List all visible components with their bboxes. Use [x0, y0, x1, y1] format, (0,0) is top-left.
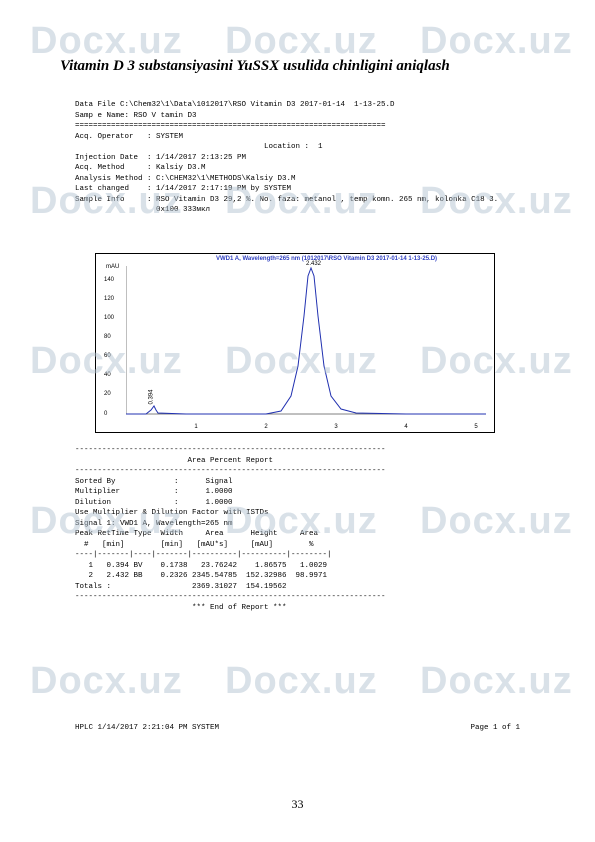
x-tick-1: 1	[194, 424, 197, 430]
watermark: Docx.uz	[30, 20, 183, 63]
table-header-1: Peak RetTime Type Width Area Height Area	[75, 530, 318, 538]
peak-label-1: 0.394	[149, 389, 155, 404]
report-data-block: ----------------------------------------…	[75, 445, 520, 613]
totals-line: Totals : 2369.31027 154.19562	[75, 583, 287, 591]
location: Location : 1	[75, 143, 323, 151]
acq-method: Acq. Method : Kalsiy D3.M	[75, 164, 206, 172]
y-tick-0: 0	[104, 411, 107, 417]
table-separator: ----|-------|----|-------|----------|---…	[75, 551, 332, 559]
last-changed: Last changed : 1/14/2017 2:17:19 PM by S…	[75, 185, 291, 193]
report-sep1: ----------------------------------------…	[75, 446, 386, 454]
multiplier: Multiplier : 1.0000	[75, 488, 233, 496]
document-title: Vitamin D 3 substansiyasini YuSSX usulid…	[60, 58, 450, 75]
x-tick-3: 3	[334, 424, 337, 430]
use-multiplier: Use Multiplier & Dilution Factor with IS…	[75, 509, 269, 517]
sorted-by: Sorted By : Signal	[75, 478, 233, 486]
sample-info: Sample Info : RSO Vitamin D3 29,2 %. No.…	[75, 196, 498, 204]
y-axis-unit: mAU	[106, 264, 119, 270]
table-row-1: 1 0.394 BV 0.1738 23.76242 1.86575 1.002…	[75, 562, 327, 570]
signal-line: Signal 1: VWD1 A, Wavelength=265 nm	[75, 520, 233, 528]
y-tick-20: 20	[104, 391, 111, 397]
watermark: Docx.uz	[30, 660, 183, 703]
x-tick-5: 5	[474, 424, 477, 430]
y-tick-40: 40	[104, 372, 111, 378]
sample-name-line: Samp e Name: RSO V tamin D3	[75, 112, 197, 120]
analysis-method: Analysis Method : C:\CHEM32\1\METHODS\Ka…	[75, 175, 296, 183]
table-row-2: 2 2.432 BB 0.2326 2345.54785 152.32986 9…	[75, 572, 327, 580]
footer-right: Page 1 of 1	[470, 724, 520, 732]
chromatogram-curve	[126, 266, 486, 416]
report-title: Area Percent Report	[75, 457, 273, 465]
y-tick-100: 100	[104, 315, 114, 321]
chart-title: VWD1 A, Wavelength=265 nm (1012017\RSO V…	[216, 256, 437, 262]
y-tick-140: 140	[104, 277, 114, 283]
table-header-2: # [min] [min] [mAU*s] [mAU] %	[75, 541, 314, 549]
acq-operator: Acq. Operator : SYSTEM	[75, 133, 183, 141]
end-of-report: *** End of Report ***	[75, 604, 287, 612]
watermark: Docx.uz	[420, 20, 573, 63]
x-tick-4: 4	[404, 424, 407, 430]
sample-info-2: 0x100 333мкл	[75, 206, 210, 214]
data-file-line: Data File C:\Chem32\1\Data\1012017\RSO V…	[75, 101, 395, 109]
y-tick-60: 60	[104, 353, 111, 359]
watermark: Docx.uz	[225, 660, 378, 703]
chromatogram-chart: VWD1 A, Wavelength=265 nm (1012017\RSO V…	[95, 253, 495, 433]
page-number: 33	[292, 797, 304, 812]
y-tick-120: 120	[104, 296, 114, 302]
separator: ========================================…	[75, 122, 386, 130]
footer-left: HPLC 1/14/2017 2:21:04 PM SYSTEM	[75, 724, 219, 732]
report-sep2: ----------------------------------------…	[75, 467, 386, 475]
watermark: Docx.uz	[225, 20, 378, 63]
x-tick-2: 2	[264, 424, 267, 430]
watermark: Docx.uz	[420, 660, 573, 703]
dilution: Dilution : 1.0000	[75, 499, 233, 507]
injection-date: Injection Date : 1/14/2017 2:13:25 PM	[75, 154, 246, 162]
end-separator: ----------------------------------------…	[75, 593, 386, 601]
peak-label-2: 2.432	[306, 261, 321, 267]
report-header-block: Data File C:\Chem32\1\Data\1012017\RSO V…	[75, 100, 520, 216]
chart-plot-area: 0.394 2.432	[126, 266, 486, 416]
y-tick-80: 80	[104, 334, 111, 340]
